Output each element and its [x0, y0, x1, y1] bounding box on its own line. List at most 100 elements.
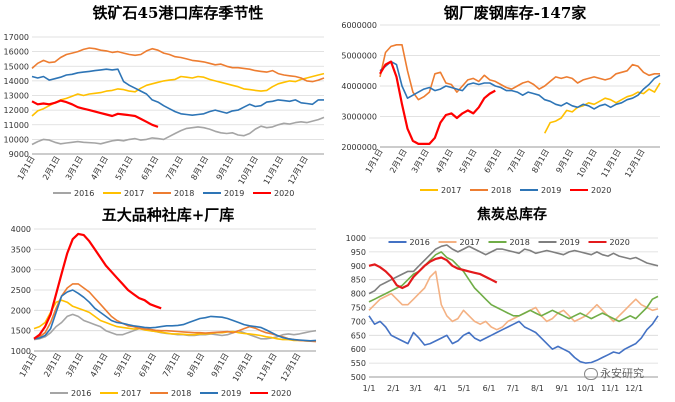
y-tick-label: 950 [351, 248, 366, 257]
x-tick-label: 7/1 [507, 384, 520, 393]
series-line-2019 [379, 60, 661, 110]
y-tick-label: 750 [351, 304, 366, 313]
x-tick-label: 5月1日 [112, 352, 133, 379]
y-tick-label: 900 [351, 262, 366, 271]
y-tick-label: 2500 [11, 286, 31, 295]
x-tick-label: 2/1 [387, 384, 400, 393]
x-tick-label: 8月1日 [189, 155, 210, 182]
y-tick-label: 650 [351, 331, 366, 340]
series-line-2019 [368, 244, 659, 295]
x-tick-label: 3月1日 [64, 155, 85, 182]
x-tick-label: 11月1日 [255, 352, 278, 384]
series-line-2017 [33, 299, 317, 343]
x-tick-label: 12/1 [625, 384, 643, 393]
y-tick-label: 550 [351, 359, 366, 368]
chart-1: 铁矿石45港口库存季节性 9000 10000 11000 12000 13000 1400… [4, 4, 325, 198]
series-line-2020 [33, 232, 162, 340]
series-line-2018 [379, 43, 660, 101]
x-tick-label: 2月1日 [388, 148, 409, 175]
chart-4: 焦炭总库存 500 550 600 650 700 750 800 850 900 950 1000 1… [346, 206, 659, 393]
y-tick-label: 3000000 [341, 113, 377, 122]
x-tick-label: 10月1日 [231, 352, 254, 384]
y-tick-label: 13000 [4, 92, 29, 101]
series-line-2016 [368, 315, 659, 364]
y-tick-label: 6000000 [341, 21, 377, 30]
x-tick-label: 7月1日 [161, 352, 182, 379]
x-tick-label: 9月1日 [215, 154, 236, 181]
x-tick-label: 7月1日 [506, 148, 527, 175]
y-tick-label: 10000 [4, 135, 29, 144]
x-tick-label: 6月1日 [482, 148, 503, 175]
x-tick-label: 6/1 [483, 384, 496, 393]
y-tick-label: 4000000 [341, 82, 377, 91]
legend-label: 2018 [174, 189, 194, 198]
legend-label: 2019 [541, 186, 561, 195]
y-tick-label: 1500 [11, 327, 31, 336]
series-line-2020 [31, 99, 159, 128]
chart-2: 钢厂废钢库存-147家 2000000 3000000 4000000 5000000 6… [341, 4, 661, 195]
watermark-text: 永安研究 [600, 367, 644, 380]
chart-title: 钢厂废钢库存-147家 [444, 4, 587, 22]
y-tick-label: 11000 [4, 121, 29, 130]
legend-label: 2019 [560, 238, 580, 247]
series-line-2018 [368, 251, 659, 323]
y-tick-label: 17000 [4, 33, 29, 42]
chart-title: 焦炭总库存 [476, 206, 547, 223]
legend-label: 2019 [221, 389, 241, 398]
y-tick-label: 2000 [11, 306, 31, 315]
x-tick-label: 8/1 [531, 384, 544, 393]
y-tick-label: 2000000 [341, 143, 377, 152]
watermark: 永安研究 [584, 365, 644, 381]
y-tick-label: 500 [351, 373, 366, 382]
x-tick-label: 5/1 [458, 384, 471, 393]
legend-label: 2017 [124, 189, 144, 198]
legend-label: 2018 [510, 238, 530, 247]
series-line-2020 [379, 60, 496, 145]
legend-label: 2016 [71, 389, 91, 398]
y-tick-label: 9000 [9, 150, 29, 159]
x-tick-label: 12月1日 [286, 155, 309, 187]
y-tick-label: 3000 [11, 266, 31, 275]
x-tick-label: 8月1日 [185, 352, 206, 379]
y-tick-label: 16000 [4, 48, 29, 57]
legend-label: 2018 [491, 186, 511, 195]
x-tick-label: 4月1日 [89, 155, 110, 182]
legend-label: 2016 [410, 238, 430, 247]
y-tick-label: 700 [351, 317, 366, 326]
legend-label: 2019 [224, 189, 244, 198]
x-tick-label: 1/1 [363, 384, 376, 393]
x-tick-label: 5月1日 [114, 155, 135, 182]
chart-3: 五大品种社库+厂库10001500200025003000350040001月1… [11, 206, 317, 398]
x-tick-label: 6月1日 [137, 352, 158, 379]
y-tick-label: 1000 [11, 347, 31, 356]
y-tick-label: 4000 [11, 225, 31, 234]
x-tick-label: 3/1 [409, 384, 422, 393]
x-tick-label: 8月1日 [530, 148, 551, 175]
series-line-2019 [31, 68, 324, 116]
x-tick-label: 2月1日 [42, 352, 63, 379]
series-line-2017 [368, 270, 659, 331]
series-line-2019 [33, 289, 317, 342]
x-tick-label: 10月1日 [575, 148, 598, 180]
y-tick-label: 1000 [346, 234, 366, 243]
x-tick-label: 9月1日 [210, 352, 231, 379]
x-tick-label: 12月1日 [623, 148, 646, 180]
legend-label: 2017 [441, 186, 461, 195]
x-tick-label: 4/1 [434, 384, 447, 393]
legend-label: 2020 [591, 186, 611, 195]
x-tick-label: 4月1日 [89, 352, 110, 379]
legend-label: 2016 [74, 189, 94, 198]
x-tick-label: 3月1日 [64, 352, 85, 379]
chart-title: 五大品种社库+厂库 [102, 206, 235, 224]
x-tick-label: 9月1日 [554, 148, 575, 175]
y-tick-label: 3500 [11, 245, 31, 254]
legend-label: 2017 [460, 238, 480, 247]
x-tick-label: 6月1日 [140, 155, 161, 182]
chart-title: 铁矿石45港口库存季节性 [93, 4, 264, 22]
x-tick-label: 4月1日 [434, 148, 455, 175]
series-line-2018 [31, 47, 325, 83]
x-tick-label: 2月1日 [41, 155, 62, 182]
legend-label: 2020 [274, 189, 294, 198]
y-tick-label: 12000 [4, 106, 29, 115]
y-tick-label: 600 [351, 345, 366, 354]
